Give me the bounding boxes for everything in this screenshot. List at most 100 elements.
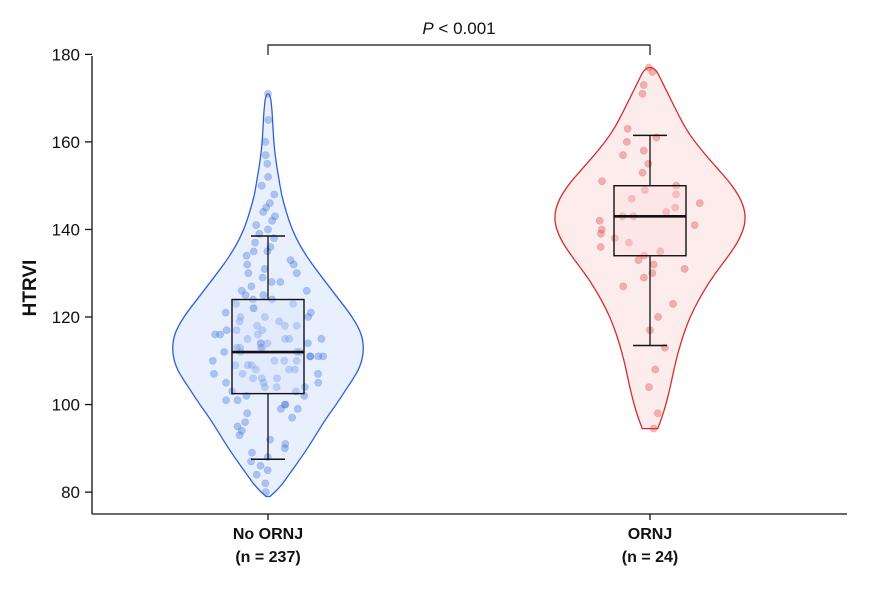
data-point xyxy=(273,374,281,383)
data-point xyxy=(314,369,322,378)
points-layer xyxy=(208,63,704,496)
data-point xyxy=(242,251,251,260)
data-point xyxy=(280,356,289,365)
x-category-label: ORNJ xyxy=(628,526,672,543)
data-point xyxy=(272,383,281,391)
data-point xyxy=(270,356,279,365)
data-point xyxy=(314,352,323,361)
data-point xyxy=(623,137,631,146)
data-point xyxy=(644,159,653,168)
data-point xyxy=(639,81,648,89)
data-point xyxy=(281,440,290,448)
data-point xyxy=(624,238,633,247)
data-point xyxy=(232,326,241,335)
data-point xyxy=(638,168,647,177)
data-point xyxy=(251,238,259,247)
data-point xyxy=(276,278,285,286)
data-point xyxy=(222,378,230,387)
data-point xyxy=(264,172,272,181)
data-point xyxy=(253,321,261,330)
significance-annotation: P < 0.001 xyxy=(267,19,651,55)
data-point xyxy=(249,304,258,313)
data-point xyxy=(619,151,627,159)
y-tick-label: 120 xyxy=(52,308,80,327)
data-point xyxy=(597,225,606,234)
data-point xyxy=(302,286,311,295)
data-point xyxy=(623,124,632,133)
data-point xyxy=(257,374,266,383)
violin-1 xyxy=(554,66,746,430)
data-point xyxy=(244,269,253,278)
data-point xyxy=(276,404,285,413)
data-point xyxy=(645,383,653,391)
data-point xyxy=(285,365,293,374)
data-point xyxy=(259,291,268,299)
data-point xyxy=(690,221,699,229)
data-point xyxy=(304,313,313,321)
data-point xyxy=(252,221,261,229)
data-point xyxy=(290,365,299,374)
data-point xyxy=(598,177,606,186)
data-point xyxy=(641,186,649,194)
data-point xyxy=(261,151,270,159)
data-point xyxy=(253,330,262,339)
data-point xyxy=(208,356,217,365)
data-point xyxy=(243,361,252,370)
data-point xyxy=(280,444,289,453)
data-point xyxy=(270,212,279,221)
data-point xyxy=(680,264,689,273)
data-point xyxy=(270,190,279,199)
data-point xyxy=(289,260,298,269)
data-point xyxy=(259,378,268,387)
iqr-box xyxy=(231,298,305,395)
box-layer xyxy=(231,134,687,461)
data-point xyxy=(597,229,605,238)
data-point xyxy=(292,356,301,365)
y-tick-label: 80 xyxy=(61,483,80,502)
data-point xyxy=(280,400,289,409)
data-point xyxy=(292,321,301,330)
data-point xyxy=(671,203,680,212)
data-point xyxy=(280,321,289,330)
data-point xyxy=(275,317,283,326)
data-point xyxy=(247,282,256,291)
data-point xyxy=(220,348,229,356)
data-point xyxy=(648,68,657,76)
data-point xyxy=(267,278,276,286)
data-point xyxy=(258,326,267,335)
data-point xyxy=(259,208,267,216)
data-point xyxy=(314,378,323,387)
data-point xyxy=(288,413,296,422)
data-point xyxy=(649,260,658,269)
axes-layer: 80 100 120 140 160 180 No ORNJ (n = 237) ORNJ (n … xyxy=(52,45,847,566)
data-point xyxy=(596,243,605,251)
y-axis-label: HTRVI xyxy=(20,260,41,317)
y-tick-label: 100 xyxy=(52,396,80,415)
data-point xyxy=(289,299,298,308)
data-point xyxy=(256,461,265,470)
data-point xyxy=(640,273,648,282)
data-point xyxy=(286,256,295,264)
p-value-label: P < 0.001 xyxy=(422,19,495,38)
p-value-text: < 0.001 xyxy=(434,19,496,38)
data-point xyxy=(306,308,315,317)
data-point xyxy=(265,199,274,208)
y-tick-label: 140 xyxy=(52,220,80,239)
data-point xyxy=(233,396,242,405)
data-point xyxy=(252,365,260,374)
data-point xyxy=(300,383,309,391)
data-point xyxy=(249,374,257,383)
data-point xyxy=(264,225,272,234)
data-point xyxy=(243,409,252,418)
significance-bracket xyxy=(267,44,651,55)
data-point xyxy=(249,247,258,256)
data-point xyxy=(306,352,315,361)
data-point xyxy=(634,256,643,264)
data-point xyxy=(264,116,273,124)
x-category-count: (n = 24) xyxy=(622,549,678,566)
data-point xyxy=(247,361,256,370)
violin-layer xyxy=(172,66,746,498)
data-point xyxy=(281,400,290,409)
data-point xyxy=(281,334,290,343)
